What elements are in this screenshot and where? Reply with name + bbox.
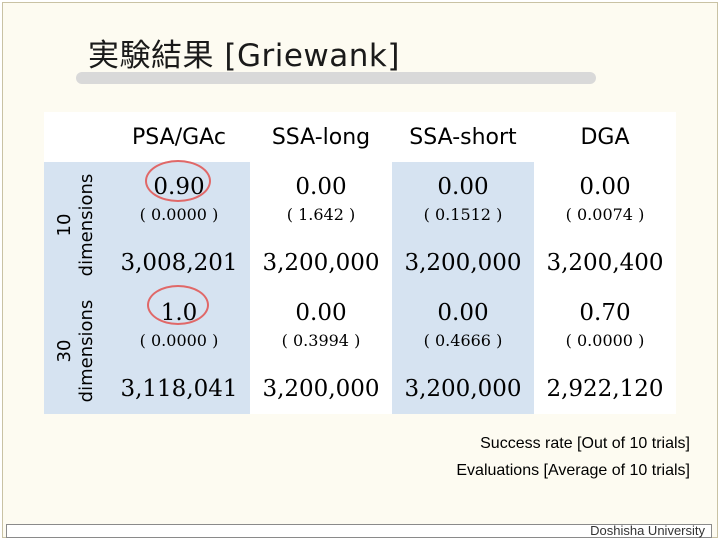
highlight-circle-10d — [145, 160, 211, 202]
success-cell-10d-ssa-short: 0.00 ( 0.1512 ) — [392, 162, 534, 238]
success-rate: 0.00 — [437, 174, 489, 200]
row-label-unit: dimensions — [76, 173, 97, 277]
success-rate: 0.00 — [295, 300, 347, 326]
success-cell-30d-dga: 0.70 ( 0.0000 ) — [534, 288, 676, 364]
success-rate: 0.00 — [579, 174, 631, 200]
success-cell-10d-dga: 0.00 ( 0.0074 ) — [534, 162, 676, 238]
success-cell-30d-ssa-short: 0.00 ( 0.4666 ) — [392, 288, 534, 364]
row-label-number: 30 — [54, 339, 75, 363]
evaluations-cell-10d-dga: 3,200,400 — [534, 238, 676, 288]
row-label-30-dimensions-text: 30 dimensions — [54, 300, 98, 403]
column-header-ssa-long: SSA-long — [250, 112, 392, 162]
success-cell-30d-ssa-long: 0.00 ( 0.3994 ) — [250, 288, 392, 364]
std-dev: ( 0.0074 ) — [565, 205, 645, 224]
column-header-ssa-short: SSA-short — [392, 112, 534, 162]
footer-university: Doshisha University — [590, 523, 705, 538]
row-label-10-dimensions: 10 dimensions — [44, 162, 108, 288]
evaluations-cell-10d-psa-gac: 3,008,201 — [108, 238, 250, 288]
highlight-circle-30d — [147, 285, 209, 325]
std-dev: ( 0.0000 ) — [565, 331, 645, 350]
evaluations-cell-10d-ssa-long: 3,200,000 — [250, 238, 392, 288]
success-rate: 0.00 — [437, 300, 489, 326]
column-header-dga: DGA — [534, 112, 676, 162]
success-cell-10d-ssa-long: 0.00 ( 1.642 ) — [250, 162, 392, 238]
std-dev: ( 0.0000 ) — [139, 205, 219, 224]
row-label-unit: dimensions — [76, 299, 97, 403]
evaluations-cell-30d-dga: 2,922,120 — [534, 364, 676, 414]
row-label-10-dimensions-text: 10 dimensions — [54, 174, 98, 277]
std-dev: ( 0.4666 ) — [423, 331, 503, 350]
std-dev: ( 0.3994 ) — [281, 331, 361, 350]
footer-bar: Doshisha University — [6, 523, 712, 538]
results-table: PSA/GAc SSA-long SSA-short DGA 10 dimens… — [44, 112, 678, 414]
evaluations-cell-30d-psa-gac: 3,118,041 — [108, 364, 250, 414]
legend-success-rate: Success rate [Out of 10 trials] — [480, 435, 690, 452]
success-rate: 0.00 — [295, 174, 347, 200]
legend-evaluations: Evaluations [Average of 10 trials] — [456, 462, 690, 479]
evaluations-cell-10d-ssa-short: 3,200,000 — [392, 238, 534, 288]
footer: Doshisha University — [0, 520, 716, 540]
evaluations-cell-30d-ssa-long: 3,200,000 — [250, 364, 392, 414]
table-corner-cell — [44, 112, 108, 162]
evaluations-cell-30d-ssa-short: 3,200,000 — [392, 364, 534, 414]
title-underline-bar — [76, 72, 596, 84]
row-label-30-dimensions: 30 dimensions — [44, 288, 108, 414]
column-header-psa-gac: PSA/GAc — [108, 112, 250, 162]
success-rate: 0.70 — [579, 300, 631, 326]
std-dev: ( 0.0000 ) — [139, 331, 219, 350]
std-dev: ( 1.642 ) — [286, 205, 356, 224]
row-label-number: 10 — [54, 213, 75, 237]
legend: Success rate [Out of 10 trials] Evaluati… — [456, 430, 690, 484]
std-dev: ( 0.1512 ) — [423, 205, 503, 224]
page-title: 実験結果 [Griewank] — [88, 38, 400, 74]
